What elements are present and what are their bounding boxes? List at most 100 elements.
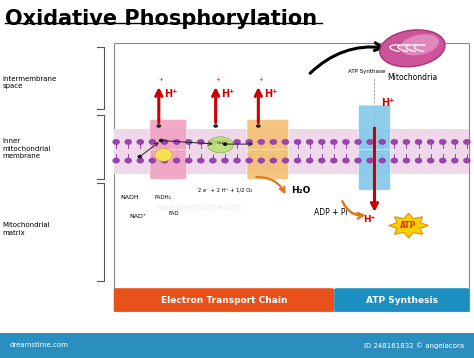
Circle shape	[112, 158, 119, 163]
Text: +: +	[258, 77, 263, 82]
Circle shape	[258, 158, 265, 163]
Circle shape	[451, 139, 458, 145]
Circle shape	[415, 139, 422, 145]
Text: ATP: ATP	[401, 221, 417, 230]
Text: NADH: NADH	[121, 195, 139, 200]
Circle shape	[415, 158, 422, 163]
Circle shape	[223, 142, 228, 146]
Circle shape	[318, 158, 325, 163]
Circle shape	[355, 158, 362, 163]
Circle shape	[161, 158, 168, 163]
Circle shape	[318, 139, 325, 145]
Circle shape	[391, 139, 398, 145]
Circle shape	[270, 139, 277, 145]
Ellipse shape	[208, 137, 233, 153]
Circle shape	[137, 158, 144, 163]
Circle shape	[306, 158, 313, 163]
Circle shape	[246, 139, 253, 145]
Text: Inner
mitochondrial
membrane: Inner mitochondrial membrane	[2, 138, 51, 159]
Circle shape	[185, 158, 192, 163]
Circle shape	[155, 149, 172, 161]
Text: CoI: CoI	[217, 141, 224, 145]
Circle shape	[125, 158, 132, 163]
Ellipse shape	[400, 34, 439, 55]
Text: NAD⁺: NAD⁺	[129, 214, 146, 219]
FancyBboxPatch shape	[358, 150, 391, 190]
FancyBboxPatch shape	[114, 288, 334, 311]
Circle shape	[256, 124, 261, 128]
FancyBboxPatch shape	[150, 150, 187, 179]
Text: ADP + Pi: ADP + Pi	[314, 208, 347, 217]
Polygon shape	[389, 213, 428, 238]
Circle shape	[125, 139, 132, 145]
Circle shape	[427, 139, 434, 145]
Circle shape	[342, 158, 349, 163]
FancyBboxPatch shape	[150, 120, 187, 153]
Circle shape	[246, 158, 253, 163]
Circle shape	[156, 124, 161, 128]
Circle shape	[137, 155, 142, 158]
Circle shape	[366, 158, 374, 163]
Circle shape	[197, 139, 204, 145]
Text: www.dreamstime.com: www.dreamstime.com	[156, 139, 242, 148]
Text: www.dreamstime.com: www.dreamstime.com	[156, 203, 242, 212]
Circle shape	[366, 139, 374, 145]
Text: Mitochondrial
matrix: Mitochondrial matrix	[2, 222, 50, 236]
Circle shape	[149, 158, 156, 163]
Text: Mitochondria: Mitochondria	[387, 73, 438, 82]
Text: FAD: FAD	[168, 211, 179, 216]
Circle shape	[210, 158, 217, 163]
Circle shape	[258, 139, 265, 145]
Circle shape	[234, 158, 241, 163]
Circle shape	[355, 139, 362, 145]
Text: H⁺: H⁺	[264, 89, 277, 99]
FancyBboxPatch shape	[334, 288, 469, 311]
Circle shape	[403, 139, 410, 145]
Circle shape	[306, 139, 313, 145]
Circle shape	[112, 139, 119, 145]
FancyBboxPatch shape	[358, 105, 391, 153]
Circle shape	[463, 158, 470, 163]
Text: H⁺: H⁺	[382, 98, 395, 108]
Circle shape	[149, 139, 156, 145]
FancyBboxPatch shape	[114, 129, 469, 174]
Text: ATP Synthesis: ATP Synthesis	[366, 295, 438, 305]
Text: Oxidative Phosphorylation: Oxidative Phosphorylation	[5, 9, 317, 29]
Text: H⁺: H⁺	[364, 215, 376, 224]
Text: +: +	[216, 77, 220, 82]
Text: ATP Synthase: ATP Synthase	[348, 69, 386, 74]
Text: H⁺: H⁺	[221, 89, 235, 99]
Circle shape	[185, 139, 192, 145]
Text: ID 248161832 © angelacora: ID 248161832 © angelacora	[365, 342, 465, 349]
Circle shape	[463, 139, 470, 145]
Text: dreamstime.com: dreamstime.com	[9, 343, 68, 348]
Text: FADH₂: FADH₂	[154, 195, 171, 200]
Circle shape	[379, 139, 386, 145]
Circle shape	[451, 158, 458, 163]
Ellipse shape	[380, 30, 445, 67]
Circle shape	[173, 139, 180, 145]
Circle shape	[221, 139, 228, 145]
Circle shape	[379, 158, 386, 163]
Circle shape	[270, 158, 277, 163]
Circle shape	[294, 158, 301, 163]
Circle shape	[210, 139, 217, 145]
Circle shape	[403, 158, 410, 163]
Text: +: +	[159, 77, 164, 82]
Circle shape	[330, 158, 337, 163]
Text: H₂O: H₂O	[292, 186, 311, 195]
FancyBboxPatch shape	[247, 120, 289, 153]
Circle shape	[439, 139, 446, 145]
Circle shape	[137, 139, 144, 145]
Circle shape	[330, 139, 337, 145]
Circle shape	[282, 158, 289, 163]
Circle shape	[294, 139, 301, 145]
Circle shape	[161, 139, 168, 145]
Circle shape	[342, 139, 349, 145]
Text: H⁺: H⁺	[164, 89, 178, 99]
Circle shape	[282, 139, 289, 145]
FancyBboxPatch shape	[0, 333, 474, 358]
Circle shape	[159, 139, 164, 142]
Circle shape	[439, 158, 446, 163]
Circle shape	[427, 158, 434, 163]
